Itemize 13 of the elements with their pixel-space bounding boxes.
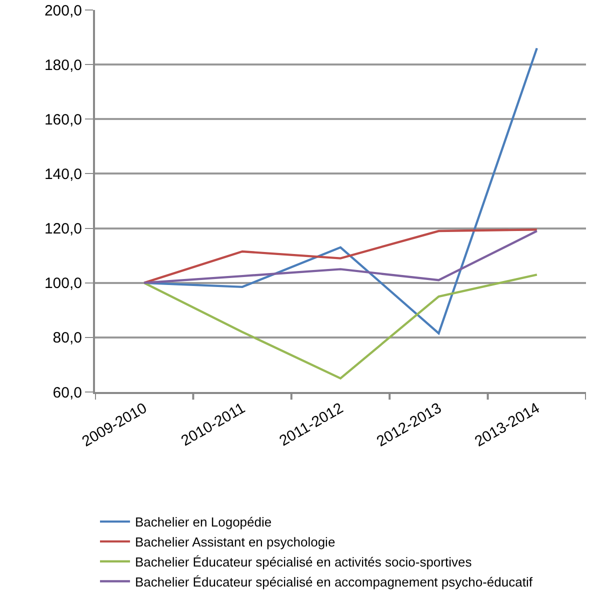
legend-label: Bachelier Éducateur spécialisé en activités socio-sportives <box>135 554 472 570</box>
y-tick-label: 200,0 <box>44 2 82 20</box>
legend-label: Bachelier en Logopédie <box>135 514 272 530</box>
legend-label: Bachelier Éducateur spécialisé en accompagnement psycho-éducatif <box>135 574 533 590</box>
legend-label: Bachelier Assistant en psychologie <box>135 534 336 550</box>
y-tick-label: 160,0 <box>44 111 82 128</box>
line-series <box>143 274 538 380</box>
y-tick-label: 180,0 <box>44 56 82 74</box>
y-tick-label: 140,0 <box>44 166 82 183</box>
y-tick-label: 60,0 <box>52 384 82 402</box>
y-tick-label: 80,0 <box>52 330 82 347</box>
y-tick-label: 100,0 <box>44 275 82 292</box>
y-tick-label: 120,0 <box>44 220 82 238</box>
